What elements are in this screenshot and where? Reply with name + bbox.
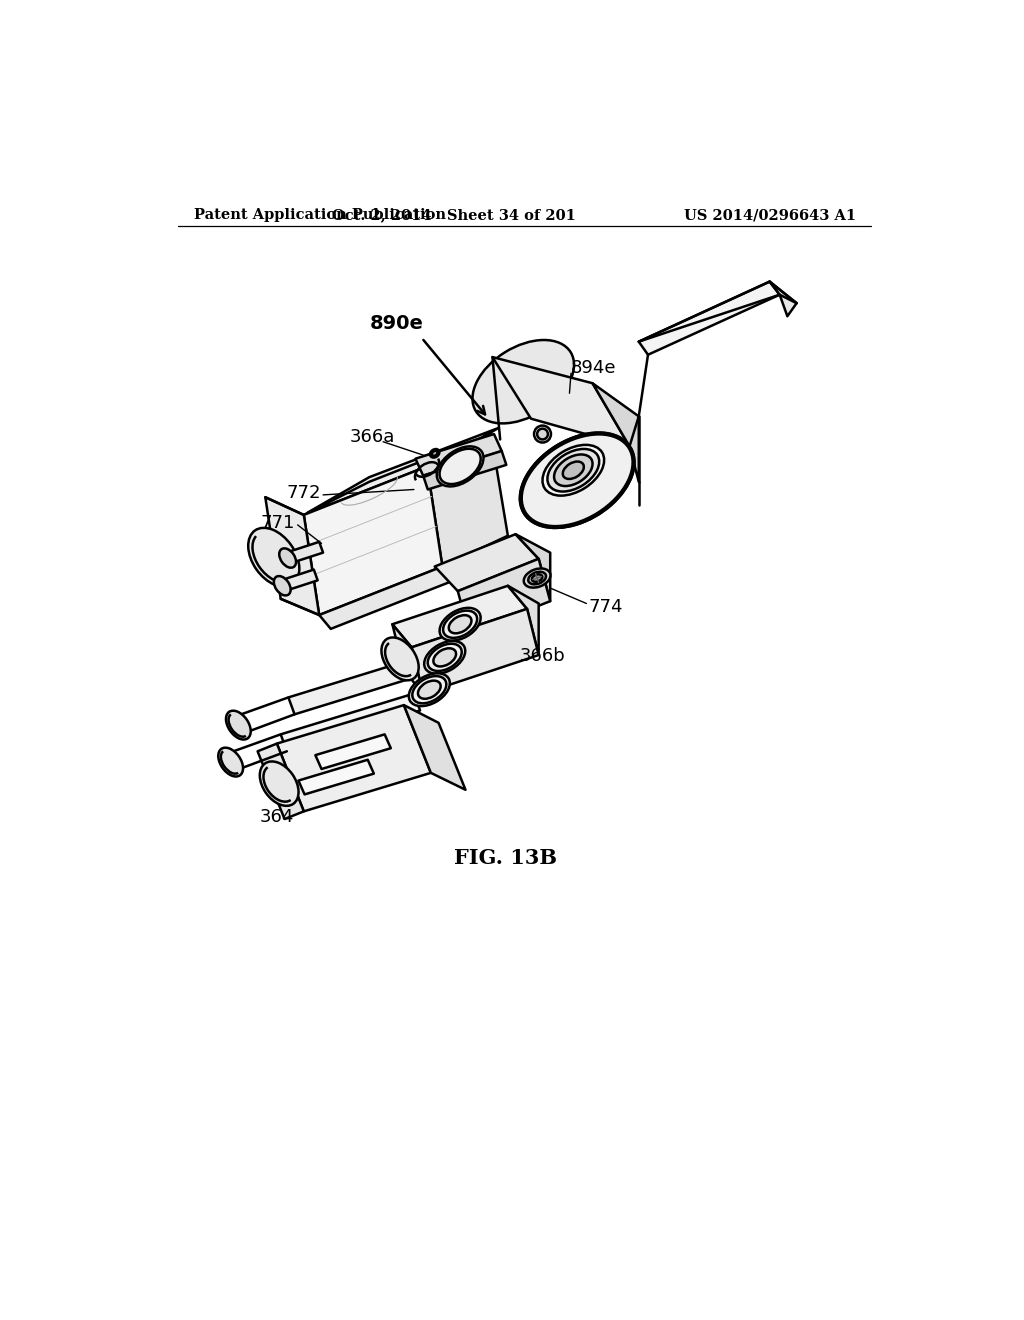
Ellipse shape [280, 548, 296, 568]
Polygon shape [435, 535, 539, 591]
Ellipse shape [472, 341, 574, 424]
Ellipse shape [437, 446, 483, 487]
Polygon shape [304, 466, 442, 615]
Polygon shape [416, 434, 502, 475]
Text: 772: 772 [287, 483, 321, 502]
Ellipse shape [521, 434, 633, 527]
Polygon shape [423, 451, 506, 490]
Ellipse shape [273, 576, 291, 595]
Ellipse shape [535, 425, 551, 442]
Text: FIG. 13B: FIG. 13B [454, 847, 557, 867]
Ellipse shape [218, 747, 243, 776]
Polygon shape [265, 498, 319, 615]
Polygon shape [412, 609, 539, 693]
Polygon shape [289, 656, 429, 714]
Ellipse shape [443, 611, 477, 638]
Ellipse shape [563, 462, 584, 479]
Text: 366b: 366b [519, 647, 565, 665]
Polygon shape [515, 535, 550, 601]
Ellipse shape [432, 450, 437, 455]
Ellipse shape [528, 572, 546, 585]
Polygon shape [276, 705, 431, 812]
Ellipse shape [409, 673, 450, 706]
Ellipse shape [430, 449, 439, 458]
Polygon shape [392, 586, 527, 647]
Text: Oct. 2, 2014   Sheet 34 of 201: Oct. 2, 2014 Sheet 34 of 201 [332, 209, 575, 222]
Polygon shape [281, 570, 317, 591]
Ellipse shape [554, 454, 593, 486]
Ellipse shape [439, 607, 480, 640]
Polygon shape [286, 543, 323, 564]
Polygon shape [258, 743, 304, 818]
Text: 771: 771 [260, 513, 295, 532]
Ellipse shape [428, 644, 462, 671]
Text: 366a: 366a [350, 428, 395, 446]
Polygon shape [770, 281, 797, 317]
Ellipse shape [523, 569, 551, 587]
Text: 774: 774 [589, 598, 624, 615]
Ellipse shape [449, 615, 471, 634]
Ellipse shape [548, 449, 599, 491]
Polygon shape [307, 428, 499, 512]
Polygon shape [281, 693, 420, 751]
Polygon shape [458, 558, 550, 634]
Ellipse shape [538, 429, 548, 440]
Ellipse shape [226, 710, 251, 739]
Polygon shape [403, 705, 466, 789]
Ellipse shape [260, 762, 299, 805]
Ellipse shape [413, 676, 446, 704]
Ellipse shape [439, 449, 480, 484]
Polygon shape [319, 566, 454, 628]
Polygon shape [639, 281, 779, 355]
Ellipse shape [248, 528, 299, 586]
Text: US 2014/0296643 A1: US 2014/0296643 A1 [684, 209, 856, 222]
Polygon shape [298, 760, 374, 795]
Text: 364: 364 [260, 808, 294, 826]
Polygon shape [493, 358, 630, 446]
Polygon shape [427, 434, 508, 566]
Polygon shape [593, 383, 639, 482]
Ellipse shape [418, 681, 440, 698]
Ellipse shape [424, 642, 465, 673]
Ellipse shape [531, 574, 543, 582]
Ellipse shape [382, 638, 419, 680]
Polygon shape [508, 586, 539, 655]
Ellipse shape [543, 445, 604, 495]
Polygon shape [392, 624, 423, 693]
Text: 894e: 894e [571, 359, 616, 376]
Polygon shape [304, 434, 490, 515]
Text: 890e: 890e [370, 314, 423, 334]
Polygon shape [315, 734, 391, 770]
Ellipse shape [433, 648, 456, 667]
Text: Patent Application Publication: Patent Application Publication [194, 209, 445, 222]
